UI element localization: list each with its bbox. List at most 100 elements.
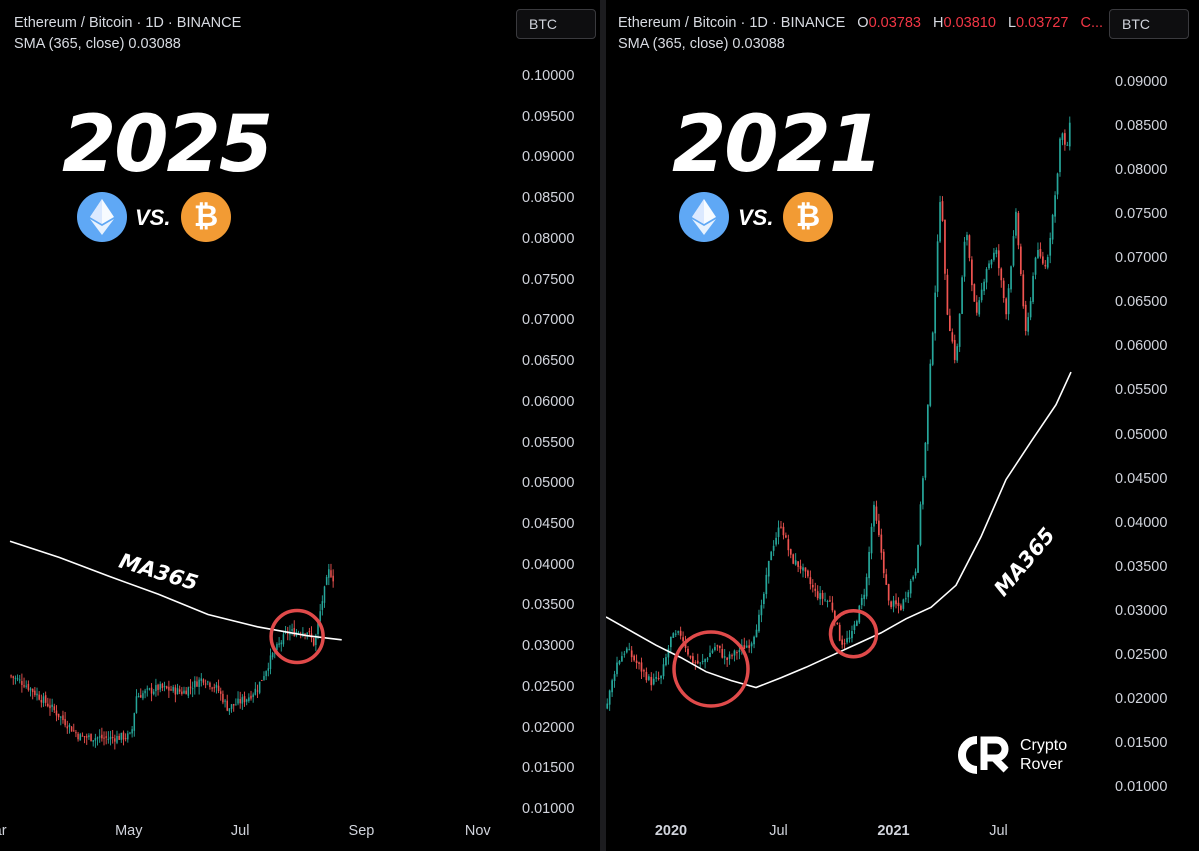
candle: [90, 733, 92, 742]
candle: [271, 653, 274, 658]
candle: [124, 738, 127, 740]
candle: [904, 598, 907, 600]
candle: [794, 560, 797, 565]
candle: [621, 656, 623, 662]
price-tick-label: 0.05000: [1115, 426, 1168, 443]
candle: [753, 636, 755, 645]
candle: [34, 690, 36, 695]
candle: [983, 281, 985, 292]
candle: [775, 537, 777, 545]
panel-divider[interactable]: [600, 0, 606, 851]
candle: [81, 735, 84, 737]
candle: [118, 735, 120, 740]
candle: [157, 684, 159, 690]
candle: [980, 289, 983, 301]
candle: [198, 679, 200, 687]
candle: [88, 735, 90, 738]
candle: [807, 570, 809, 577]
candle: [851, 631, 853, 639]
price-chart[interactable]: [606, 0, 1199, 851]
candle: [293, 628, 295, 636]
candle: [909, 580, 912, 594]
candle: [846, 638, 848, 643]
candle: [853, 624, 856, 631]
candle: [733, 650, 736, 656]
candle: [202, 679, 205, 683]
highlight-circle: [828, 609, 879, 659]
candle: [241, 697, 244, 704]
candle: [96, 737, 99, 739]
currency-button[interactable]: BTC: [1109, 9, 1189, 39]
candle: [936, 241, 939, 292]
vs-label: VS.: [135, 205, 171, 230]
candle: [1039, 249, 1042, 257]
candle: [929, 363, 932, 406]
candle: [941, 201, 944, 221]
candle: [711, 650, 714, 653]
candle: [777, 527, 780, 538]
candle: [1012, 236, 1015, 266]
chart-header: Ethereum / Bitcoin · 1D · BINANCE O0.037…: [618, 15, 1103, 31]
candle: [789, 549, 792, 555]
candle: [85, 736, 88, 738]
candle: [105, 736, 107, 738]
candle: [191, 688, 194, 690]
candle: [1061, 133, 1064, 140]
candle: [224, 700, 226, 702]
candle: [53, 706, 56, 711]
price-tick-label: 0.01500: [1115, 734, 1168, 751]
year-title: 2025: [62, 100, 273, 190]
candle: [829, 600, 831, 602]
candle: [677, 631, 680, 633]
price-tick-label: 0.08500: [522, 190, 575, 207]
candle: [946, 274, 949, 315]
candle: [1002, 280, 1005, 298]
candle: [745, 645, 748, 648]
btc-icon: ₿: [181, 192, 231, 242]
candle: [816, 591, 819, 599]
candle: [254, 688, 257, 695]
candle: [120, 732, 123, 740]
vs-label: VS.: [738, 205, 774, 230]
currency-button[interactable]: BTC: [516, 9, 596, 39]
candle: [865, 577, 868, 597]
candle: [328, 569, 330, 578]
candle: [912, 576, 915, 580]
candle: [655, 676, 658, 679]
candle: [1049, 237, 1052, 256]
price-tick-label: 0.09000: [1115, 74, 1168, 90]
candle: [975, 302, 978, 313]
candle: [873, 504, 875, 527]
candle: [792, 554, 795, 564]
candle: [623, 653, 626, 655]
candle: [321, 601, 324, 610]
candle: [269, 655, 272, 669]
candle: [694, 662, 697, 664]
candle: [750, 643, 753, 647]
brand-line-2: Rover: [1020, 756, 1063, 773]
ma365-line: [9, 540, 342, 641]
price-chart[interactable]: [0, 0, 600, 851]
brand-name: Crypto Rover: [1020, 736, 1067, 774]
candle: [1046, 257, 1049, 268]
price-tick-label: 0.03500: [1115, 558, 1168, 575]
candle: [114, 738, 116, 742]
price-tick-label: 0.06500: [1115, 294, 1168, 311]
candle: [122, 732, 125, 740]
candle: [650, 677, 653, 686]
candle: [616, 662, 618, 675]
candle: [228, 708, 231, 712]
candle: [934, 292, 937, 334]
candle: [914, 571, 917, 576]
candle: [716, 645, 719, 647]
candle: [1017, 213, 1020, 246]
candle: [985, 269, 988, 283]
candle: [770, 551, 773, 561]
candle: [669, 636, 672, 648]
candle: [323, 586, 326, 603]
candle: [31, 688, 34, 693]
candle: [966, 234, 968, 241]
eth-icon: [679, 192, 729, 242]
candle: [838, 624, 841, 641]
candle: [692, 656, 694, 663]
